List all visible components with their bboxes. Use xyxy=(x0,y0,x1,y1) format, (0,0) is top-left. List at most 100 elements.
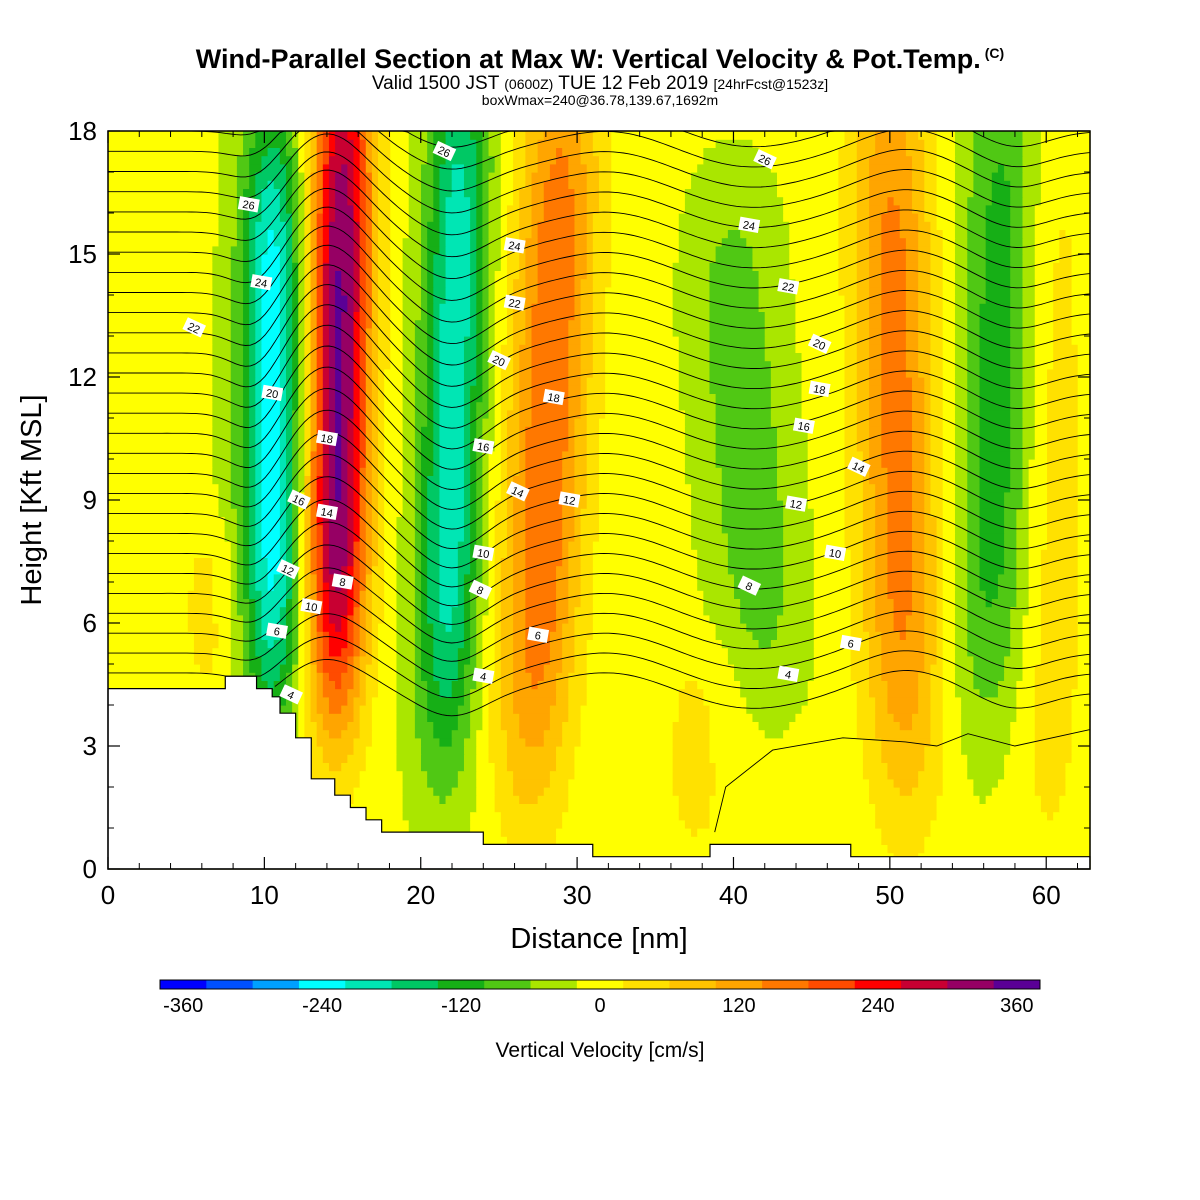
field-cell xyxy=(973,147,1024,157)
field-cell xyxy=(592,590,704,599)
field-cell xyxy=(414,598,422,608)
field-cell xyxy=(304,327,312,337)
field-cell xyxy=(912,475,925,485)
theta-label-text: 14 xyxy=(509,485,525,501)
field-cell xyxy=(531,180,545,189)
field-cell xyxy=(328,491,336,501)
field-cell xyxy=(494,672,502,681)
field-cell xyxy=(310,532,318,542)
field-cell xyxy=(482,377,490,386)
field-cell xyxy=(433,180,441,189)
field-cell xyxy=(887,516,913,526)
field-cell xyxy=(371,532,379,542)
field-cell xyxy=(599,180,612,189)
field-cell xyxy=(433,721,459,731)
field-cell xyxy=(869,631,882,640)
field-cell xyxy=(255,360,263,370)
field-cell xyxy=(967,295,987,304)
field-cell xyxy=(292,450,299,460)
field-cell xyxy=(893,778,919,788)
field-cell xyxy=(421,746,465,755)
field-cell xyxy=(979,541,1005,550)
theta-label-text: 16 xyxy=(290,493,306,509)
field-cell xyxy=(494,803,569,813)
field-cell xyxy=(905,147,925,157)
field-cell xyxy=(470,401,477,411)
field-cell xyxy=(230,631,244,640)
field-cell xyxy=(881,647,925,657)
field-cell xyxy=(954,631,968,640)
field-cell xyxy=(918,327,932,337)
field-cell xyxy=(942,418,956,427)
field-cell xyxy=(249,549,256,558)
field-cell xyxy=(255,475,263,485)
theta-label-box xyxy=(250,274,273,291)
field-cell xyxy=(924,754,944,763)
field-cell xyxy=(359,180,367,189)
field-cell xyxy=(580,131,594,140)
field-cell xyxy=(421,623,434,632)
field-cell xyxy=(513,286,526,296)
field-cell xyxy=(292,541,299,550)
field-cell xyxy=(1010,385,1024,394)
field-cell xyxy=(1077,582,1091,591)
field-cell xyxy=(476,418,483,427)
field-cell xyxy=(954,229,968,239)
field-cell xyxy=(531,196,545,206)
field-cell xyxy=(304,516,312,526)
field-cell xyxy=(482,286,490,296)
field-cell xyxy=(856,442,870,452)
field-cell xyxy=(335,680,342,690)
theta-label: 16 xyxy=(792,417,815,434)
field-cell xyxy=(973,680,999,690)
field-cell xyxy=(243,393,250,403)
field-cell xyxy=(243,565,250,575)
field-cell xyxy=(433,467,441,476)
field-cell xyxy=(310,213,318,222)
field-cell xyxy=(310,500,318,509)
field-cell xyxy=(691,516,723,526)
field-cell xyxy=(316,270,324,280)
field-cell xyxy=(482,516,490,526)
field-cell xyxy=(322,262,330,271)
field-cell xyxy=(482,295,490,304)
field-cell xyxy=(574,524,582,534)
field-cell xyxy=(439,450,465,460)
field-cell xyxy=(703,598,741,608)
field-cell xyxy=(433,188,441,198)
field-cell xyxy=(390,327,404,337)
field-cell xyxy=(476,450,483,460)
field-cell xyxy=(365,672,379,681)
field-cell xyxy=(905,254,919,263)
field-cell xyxy=(967,278,987,288)
field-cell xyxy=(942,770,968,780)
field-cell xyxy=(586,442,600,452)
field-cell xyxy=(580,713,680,722)
field-cell xyxy=(549,770,576,780)
field-cell xyxy=(942,237,956,247)
field-cell xyxy=(506,319,514,329)
field-cell xyxy=(574,655,588,665)
field-cell xyxy=(316,418,324,427)
field-cell xyxy=(850,565,864,575)
field-cell xyxy=(1022,491,1030,501)
field-cell xyxy=(991,196,1011,206)
field-cell xyxy=(912,516,925,526)
field-cell xyxy=(359,582,367,591)
field-cell xyxy=(243,664,250,673)
field-cell xyxy=(421,442,434,452)
field-cell xyxy=(1022,188,1042,198)
field-cell xyxy=(255,672,263,681)
field-cell xyxy=(310,737,318,747)
field-cell xyxy=(396,532,416,542)
field-cell xyxy=(697,557,729,567)
field-cell xyxy=(347,434,355,444)
field-cell xyxy=(328,131,336,140)
field-cell xyxy=(918,254,932,263)
field-cell xyxy=(770,368,803,378)
field-cell xyxy=(942,762,968,772)
field-cell xyxy=(439,393,465,403)
field-cell xyxy=(985,204,1011,214)
field-cell xyxy=(261,541,281,550)
field-cell xyxy=(954,204,968,214)
